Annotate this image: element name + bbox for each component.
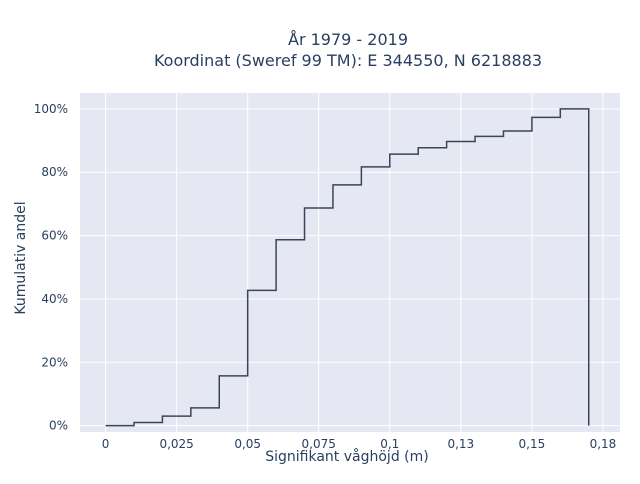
y-tick-label: 40% bbox=[41, 292, 68, 306]
x-tick-label: 0,1 bbox=[380, 437, 399, 451]
y-tick-label: 20% bbox=[41, 355, 68, 369]
x-tick-label: 0,18 bbox=[590, 437, 617, 451]
x-tick-label: 0 bbox=[102, 437, 110, 451]
x-tick-label: 0,075 bbox=[302, 437, 336, 451]
y-tick-label: 100% bbox=[34, 102, 68, 116]
x-axis-label: Signifikant våghöjd (m) bbox=[265, 448, 428, 465]
y-axis-label: Kumulativ andel bbox=[13, 201, 29, 314]
x-axis-ticks: 0 0,025 0,05 0,075 0,1 0,13 0,15 0,18 bbox=[102, 437, 617, 451]
y-axis-ticks: 0% 20% 40% 60% 80% 100% bbox=[34, 102, 68, 433]
x-tick-label: 0,15 bbox=[519, 437, 546, 451]
cumulative-step-line bbox=[105, 108, 590, 427]
chart-title-line2: Koordinat (Sweref 99 TM): E 344550, N 62… bbox=[154, 51, 542, 70]
plot-area bbox=[80, 93, 620, 432]
y-tick-label: 0% bbox=[49, 419, 68, 433]
y-tick-label: 80% bbox=[41, 165, 68, 179]
y-tick-label: 60% bbox=[41, 229, 68, 243]
x-tick-label: 0,13 bbox=[447, 437, 474, 451]
x-tick-label: 0,05 bbox=[234, 437, 261, 451]
x-tick-label: 0,025 bbox=[159, 437, 193, 451]
grid-lines bbox=[80, 93, 620, 432]
chart-title-line1: År 1979 - 2019 bbox=[288, 30, 408, 49]
